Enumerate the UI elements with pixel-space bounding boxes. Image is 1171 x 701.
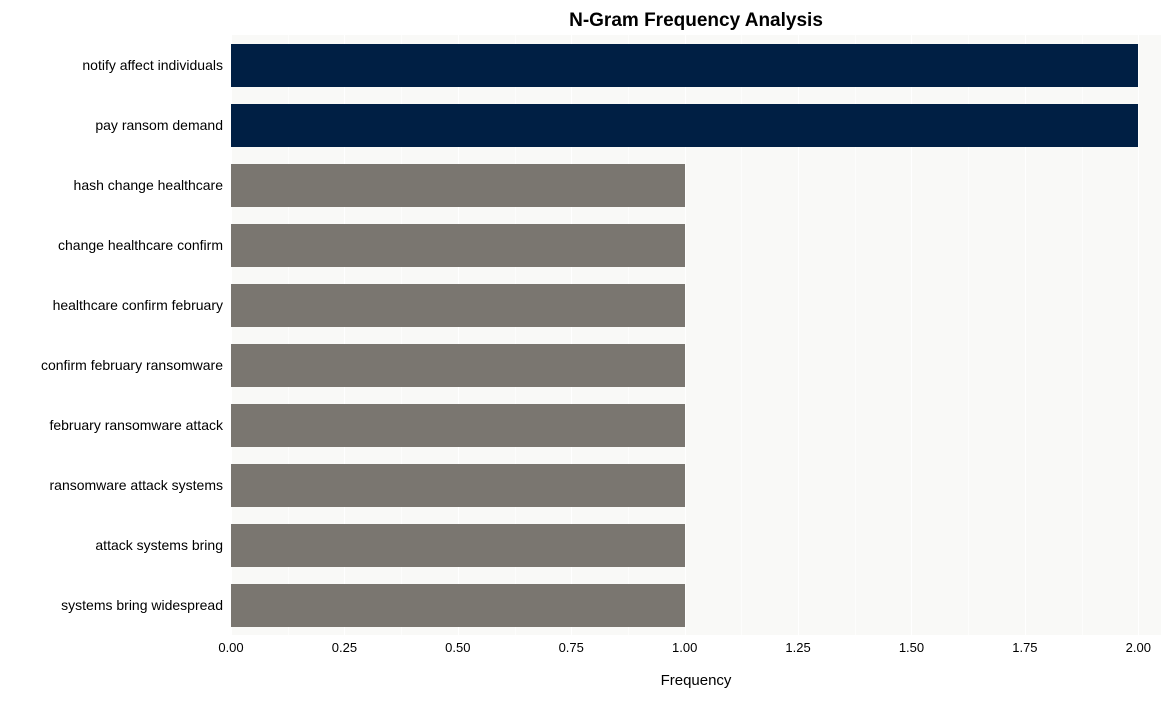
plot-area	[231, 35, 1161, 635]
y-category-label: ransomware attack systems	[50, 477, 224, 493]
bar	[231, 584, 685, 627]
y-category-label: hash change healthcare	[74, 177, 223, 193]
y-category-label: pay ransom demand	[95, 117, 223, 133]
bar	[231, 524, 685, 567]
bar	[231, 104, 1138, 147]
y-category-label: attack systems bring	[95, 537, 223, 553]
bar	[231, 404, 685, 447]
x-tick-label: 0.50	[445, 640, 470, 655]
x-tick-label: 1.25	[785, 640, 810, 655]
bar	[231, 464, 685, 507]
bar	[231, 344, 685, 387]
x-axis-title: Frequency	[231, 672, 1161, 689]
y-category-label: change healthcare confirm	[58, 237, 223, 253]
x-tick-label: 0.25	[332, 640, 357, 655]
gridline	[1138, 35, 1139, 635]
y-category-label: healthcare confirm february	[53, 297, 223, 313]
x-tick-label: 0.00	[218, 640, 243, 655]
y-category-label: february ransomware attack	[49, 417, 223, 433]
bar	[231, 284, 685, 327]
ngram-chart: N-Gram Frequency Analysis Frequency 0.00…	[0, 0, 1171, 701]
bar	[231, 164, 685, 207]
y-category-label: confirm february ransomware	[41, 357, 223, 373]
x-tick-label: 1.00	[672, 640, 697, 655]
x-tick-label: 1.75	[1012, 640, 1037, 655]
x-tick-label: 1.50	[899, 640, 924, 655]
y-category-label: systems bring widespread	[61, 597, 223, 613]
x-tick-label: 0.75	[559, 640, 584, 655]
bar	[231, 44, 1138, 87]
y-category-label: notify affect individuals	[82, 57, 223, 73]
x-tick-label: 2.00	[1126, 640, 1151, 655]
bar	[231, 224, 685, 267]
chart-title: N-Gram Frequency Analysis	[231, 10, 1161, 32]
